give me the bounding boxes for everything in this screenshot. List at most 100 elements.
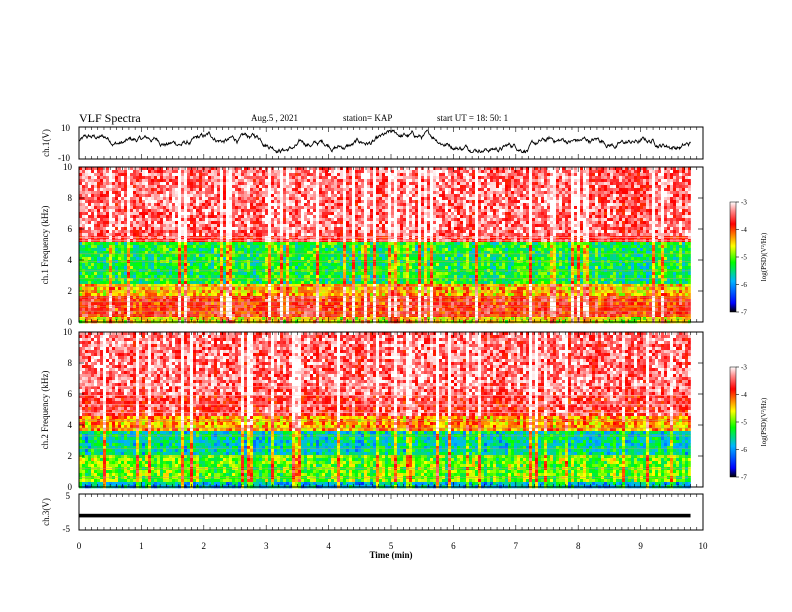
spectrogram-cell [187,203,191,207]
spectrogram-cell [259,200,263,204]
spectrogram-cell [652,170,656,174]
spectrogram-cell [457,233,461,237]
spectrogram-cell [322,212,326,216]
spectrogram-cell [85,224,89,228]
spectrogram-cell [199,230,203,234]
spectrogram-cell [358,188,362,192]
spectrogram-cell [556,194,560,198]
spectrogram-cell [613,197,617,201]
spectrogram-cell [553,212,557,216]
spectrogram-cell [610,188,614,192]
spectrogram-cell [145,212,149,216]
spectrogram-cell [556,179,560,183]
spectrogram-cell [157,227,161,231]
spectrogram-cell [325,179,329,183]
spectrogram-cell [376,188,380,192]
spectrogram-cell [400,188,404,192]
spectrogram-cell [577,203,581,207]
spectrogram-cell [322,230,326,234]
spectrogram-cell [352,170,356,174]
spectrogram-cell [208,203,212,207]
spectrogram-cell [157,206,161,210]
spectrogram-cell [601,212,605,216]
spectrogram-cell [505,212,509,216]
spectrogram-cell [100,212,104,216]
spectrogram-cell [511,170,515,174]
spectrogram-cell [226,197,230,201]
spectrogram-cell [196,215,200,219]
spectrogram-cell [160,185,164,189]
spectrogram-cell [184,218,188,222]
spectrogram-cell [382,212,386,216]
spectrogram-cell [472,185,476,189]
spectrogram-cell [166,170,170,174]
spectrogram-cell [268,197,272,201]
spectrogram-cell [112,167,116,171]
spectrogram-cell [184,194,188,198]
spectrogram-cell [328,203,332,207]
spectrogram-cell [448,170,452,174]
spectrogram-cell [259,203,263,207]
spectrogram-cell [100,218,104,222]
spectrogram-cell [316,230,320,234]
spectrogram-cell [592,206,596,210]
spectrogram-cell [412,230,416,234]
spectrogram-cell [451,179,455,183]
spectrogram-cell [226,233,230,237]
spectrogram-cell [583,212,587,216]
spectrogram-cell [79,221,83,225]
spectrogram-cell [265,230,269,234]
spectrogram-cell [457,230,461,234]
spectrogram-cell [670,215,674,219]
spectrogram-cell [88,188,92,192]
spectrogram-cell [415,209,419,213]
spectrogram-cell [196,233,200,237]
spectrogram-cell [574,233,578,237]
spectrogram-cell [493,212,497,216]
spectrogram-cell [133,185,137,189]
spectrogram-cell [157,209,161,213]
spectrogram-cell [523,224,527,228]
spectrogram-cell [631,182,635,186]
spectrogram-cell [400,182,404,186]
spectrogram-cell [430,200,434,204]
spectrogram-cell [139,230,143,234]
spectrogram-cell [601,179,605,183]
spectrogram-cell [253,197,257,201]
spectrogram-cell [217,197,221,201]
spectrogram-cell [250,188,254,192]
spectrogram-cell [109,215,113,219]
spectrogram-cell [613,224,617,228]
spectrogram-cell [139,173,143,177]
spectrogram-cell [445,224,449,228]
spectrogram-cell [271,206,275,210]
spectrogram-cell [304,224,308,228]
spectrogram-cell [325,212,329,216]
spectrogram-cell [547,176,551,180]
spectrogram-cell [625,194,629,198]
spectrogram-cell [187,206,191,210]
spectrogram-cell [247,173,251,177]
spectrogram-cell [304,179,308,183]
spectrogram-cell [679,209,683,213]
spectrogram-cell [160,203,164,207]
spectrogram-cell [634,206,638,210]
spectrogram-cell [544,185,548,189]
spectrogram-cell [592,194,596,198]
spectrogram-cell [448,188,452,192]
spectrogram-cell [130,218,134,222]
spectrogram-cell [517,203,521,207]
spectrogram-cell [103,170,107,174]
spectrogram-cell [148,206,152,210]
spectrogram-cell [82,224,86,228]
spectrogram-cell [394,203,398,207]
spectrogram-cell [448,179,452,183]
spectrogram-cell [331,212,335,216]
spectrogram-cell [604,203,608,207]
spectrogram-cell [577,200,581,204]
spectrogram-cell [358,191,362,195]
spectrogram-cell [196,182,200,186]
spectrogram-cell [193,212,197,216]
spectrogram-cell [439,182,443,186]
spectrogram-cell [451,233,455,237]
